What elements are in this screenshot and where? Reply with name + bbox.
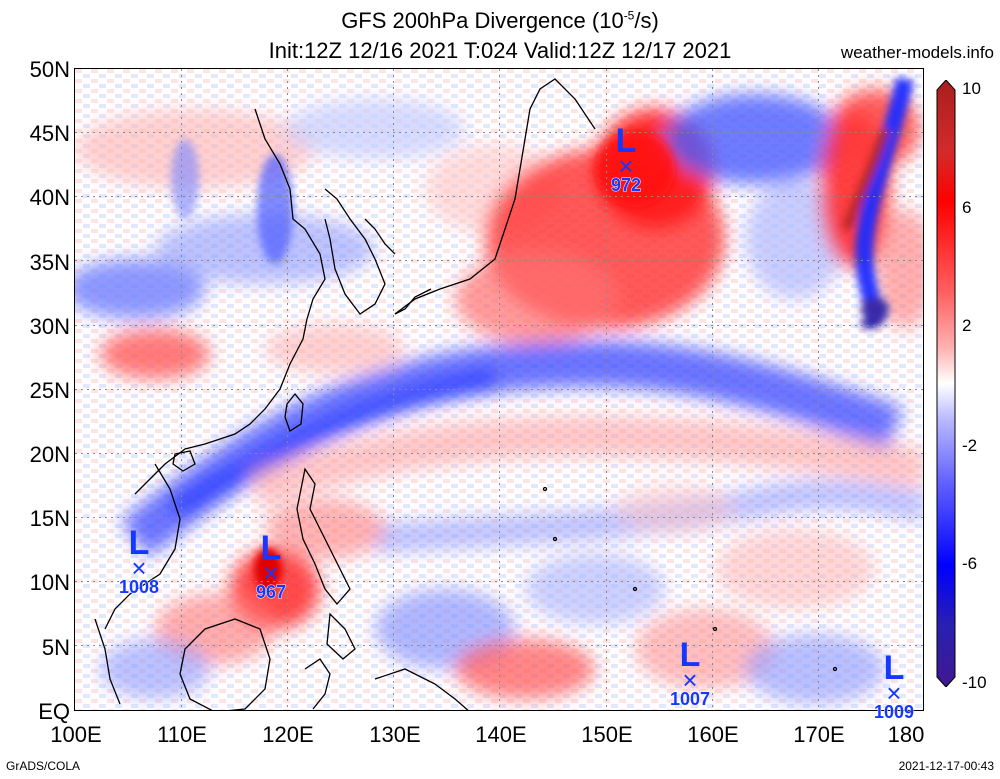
chart-title: GFS 200hPa Divergence (10-5/s) bbox=[341, 8, 659, 33]
lat-label: 25N bbox=[29, 378, 70, 403]
lat-label: 40N bbox=[29, 185, 70, 210]
low-pressure-marker: L × 1009 bbox=[873, 649, 915, 722]
divergence-field bbox=[75, 69, 923, 710]
lon-label: 150E bbox=[581, 722, 633, 747]
low-pressure-marker: L × 1007 bbox=[669, 636, 711, 709]
lat-label: 5N bbox=[41, 635, 70, 660]
colorbar-tick: -6 bbox=[962, 554, 978, 573]
footer-timestamp: 2021-12-17-00:43 bbox=[898, 759, 994, 773]
colorbar-tick: -2 bbox=[962, 436, 978, 455]
lat-label: 50N bbox=[29, 57, 70, 82]
lat-label: 10N bbox=[29, 570, 70, 595]
coastlines bbox=[94, 78, 838, 710]
lat-label: 35N bbox=[29, 250, 70, 275]
lon-label: 180 bbox=[887, 722, 925, 747]
colorbar-tick: 10 bbox=[962, 79, 981, 98]
divergence-map bbox=[74, 68, 924, 711]
lat-label: 30N bbox=[29, 314, 70, 339]
colorbar-tick: 2 bbox=[962, 316, 972, 335]
low-pressure-marker: L × 972 bbox=[610, 122, 642, 195]
site-credit: weather-models.info bbox=[840, 43, 994, 62]
lat-label: EQ bbox=[38, 699, 70, 724]
colorbar-tick: 6 bbox=[962, 198, 972, 217]
lon-label: 100E bbox=[50, 722, 102, 747]
low-pressure-marker: L × 1008 bbox=[118, 524, 160, 597]
lon-label: 120E bbox=[262, 722, 314, 747]
colorbar-tick: -10 bbox=[962, 673, 987, 692]
graticule bbox=[75, 69, 923, 710]
lon-label: 130E bbox=[369, 722, 421, 747]
low-pressure-marker: L × 967 bbox=[255, 529, 287, 602]
lon-label: 160E bbox=[687, 722, 739, 747]
chart-subtitle: Init:12Z 12/16 2021 T:024 Valid:12Z 12/1… bbox=[268, 38, 732, 63]
lon-label: 170E bbox=[793, 722, 845, 747]
footer-credit: GrADS/COLA bbox=[6, 759, 81, 773]
lat-label: 45N bbox=[29, 121, 70, 146]
lat-label: 15N bbox=[29, 506, 70, 531]
lat-label: 20N bbox=[29, 442, 70, 467]
lon-label: 110E bbox=[157, 722, 207, 747]
colorbar bbox=[936, 80, 956, 687]
lon-label: 140E bbox=[475, 722, 527, 747]
